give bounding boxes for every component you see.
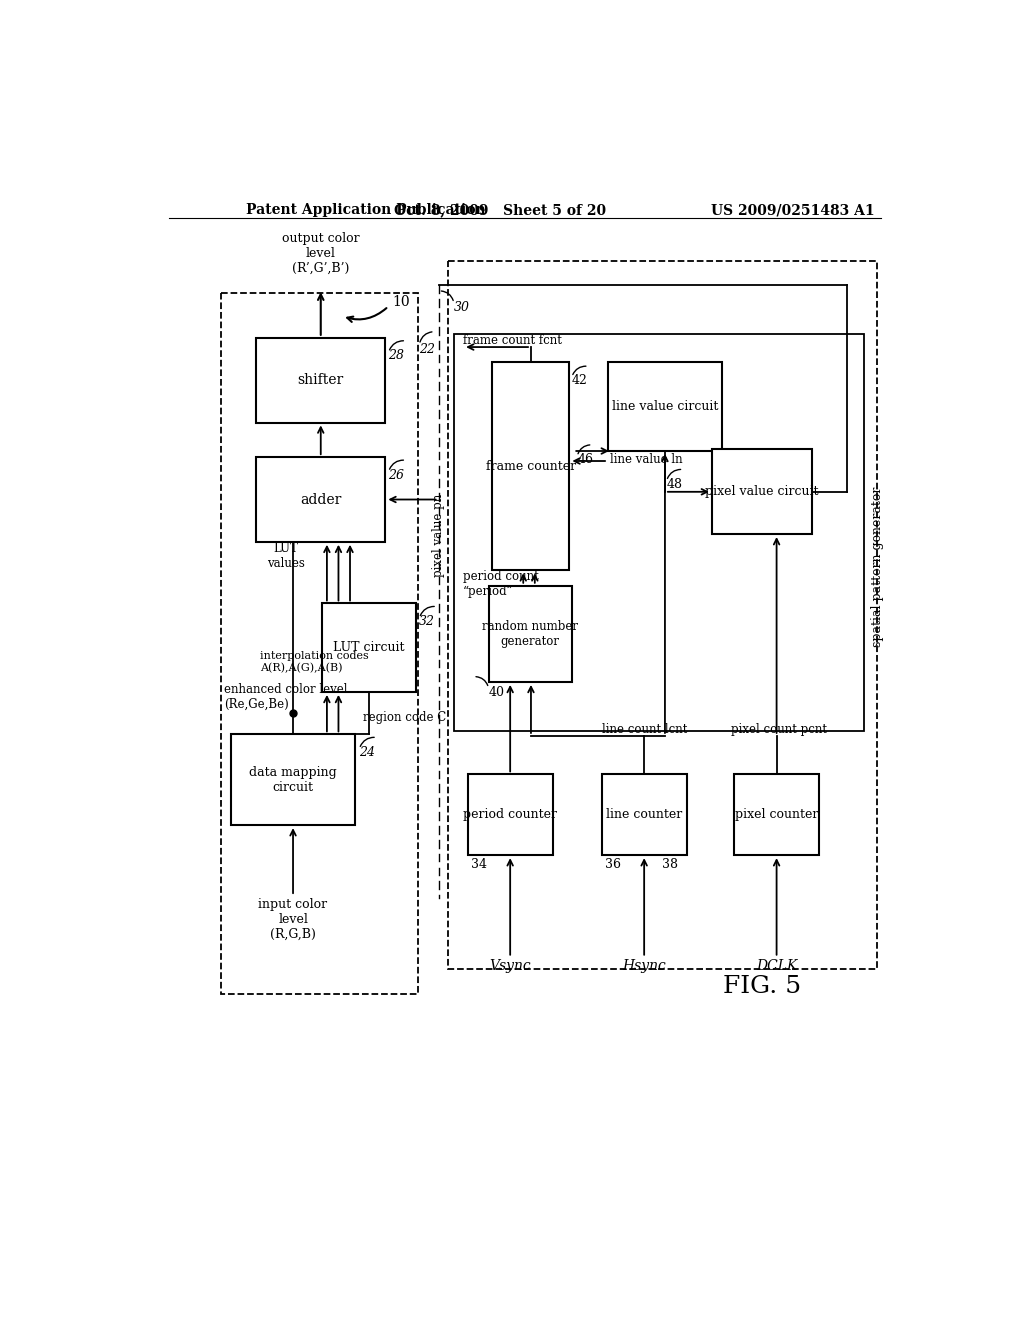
Bar: [602, 775, 686, 855]
Bar: [221, 293, 418, 994]
Text: spatial pattern generator: spatial pattern generator: [871, 486, 884, 647]
Text: frame count fcnt: frame count fcnt: [463, 334, 562, 347]
Text: 42: 42: [571, 374, 588, 387]
Text: frame counter: frame counter: [486, 459, 577, 473]
Text: 28: 28: [388, 350, 404, 363]
Text: pixel value pn: pixel value pn: [432, 494, 445, 577]
Text: pixel value circuit: pixel value circuit: [706, 486, 819, 499]
Text: 22: 22: [419, 343, 435, 356]
Text: shifter: shifter: [298, 374, 344, 387]
Text: enhanced color level
(Re,Ge,Be): enhanced color level (Re,Ge,Be): [224, 684, 348, 711]
Bar: [468, 775, 553, 855]
Bar: [488, 586, 571, 682]
Text: interpolation codes
A(R),A(G),A(B): interpolation codes A(R),A(G),A(B): [260, 651, 369, 673]
Bar: [256, 338, 385, 422]
Bar: [712, 449, 812, 535]
Text: period counter: period counter: [463, 808, 557, 821]
Text: Vsync: Vsync: [489, 960, 531, 973]
Text: FIG. 5: FIG. 5: [723, 974, 801, 998]
Text: data mapping
circuit: data mapping circuit: [249, 766, 337, 793]
Bar: [493, 363, 569, 570]
Text: 38: 38: [662, 858, 678, 871]
Text: 36: 36: [605, 858, 621, 871]
Text: pixel counter: pixel counter: [735, 808, 818, 821]
Text: line value ln: line value ln: [609, 453, 682, 466]
Bar: [322, 603, 416, 692]
Text: period count
“period”: period count “period”: [463, 570, 539, 598]
Text: region code C: region code C: [364, 711, 446, 725]
Text: 34: 34: [471, 858, 486, 871]
Bar: [734, 775, 819, 855]
Text: LUT circuit: LUT circuit: [333, 642, 404, 655]
Text: 24: 24: [359, 746, 375, 759]
Text: line counter: line counter: [606, 808, 682, 821]
Text: Oct. 8, 2009   Sheet 5 of 20: Oct. 8, 2009 Sheet 5 of 20: [394, 203, 606, 216]
Text: adder: adder: [300, 492, 341, 507]
Bar: [230, 734, 355, 825]
Text: 30: 30: [454, 301, 470, 314]
Text: 10: 10: [392, 296, 410, 309]
Text: pixel count pcnt: pixel count pcnt: [731, 723, 827, 737]
Bar: [454, 334, 864, 730]
Text: 32: 32: [419, 615, 435, 628]
Text: 46: 46: [578, 453, 593, 466]
Bar: [256, 457, 385, 543]
Bar: [608, 363, 722, 451]
Text: output color
level
(R’,G’,B’): output color level (R’,G’,B’): [282, 231, 359, 275]
Text: DCLK: DCLK: [756, 960, 798, 973]
Text: LUT
values: LUT values: [267, 543, 305, 570]
Text: Patent Application Publication: Patent Application Publication: [246, 203, 485, 216]
Text: 48: 48: [667, 478, 682, 491]
Text: US 2009/0251483 A1: US 2009/0251483 A1: [711, 203, 874, 216]
Text: line value circuit: line value circuit: [611, 400, 718, 413]
Text: 26: 26: [388, 469, 404, 482]
Text: input color
level
(R,G,B): input color level (R,G,B): [258, 898, 328, 941]
Text: random number
generator: random number generator: [482, 620, 579, 648]
Text: Hsync: Hsync: [623, 960, 666, 973]
Text: line count lcnt: line count lcnt: [602, 723, 687, 737]
Bar: [447, 261, 877, 969]
Text: 40: 40: [488, 686, 505, 698]
